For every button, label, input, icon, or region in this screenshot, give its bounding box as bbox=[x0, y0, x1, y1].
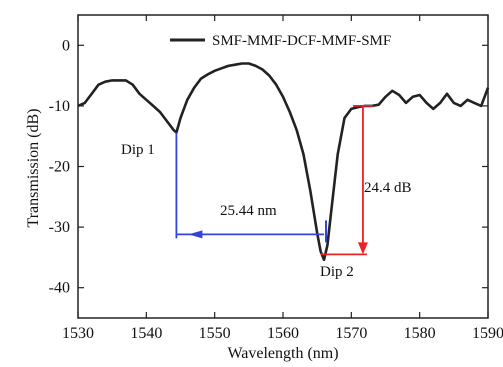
x-tick-label-1540: 1540 bbox=[130, 325, 162, 342]
x-tick-label-1560: 1560 bbox=[267, 325, 299, 342]
x-axis-title: Wavelength (nm) bbox=[227, 345, 338, 362]
y-tick-label--30: -30 bbox=[49, 219, 70, 236]
x-tick-label-1550: 1550 bbox=[199, 325, 231, 342]
legend-label: SMF-MMF-DCF-MMF-SMF bbox=[212, 33, 391, 49]
y-tick-label-0: 0 bbox=[62, 37, 70, 54]
spacing-arrowhead bbox=[188, 230, 203, 239]
x-tick-label-1590: 1590 bbox=[472, 325, 503, 342]
legend: SMF-MMF-DCF-MMF-SMF bbox=[170, 33, 391, 49]
y-axis-title: Transmission (dB) bbox=[25, 109, 42, 228]
x-tick-label-1570: 1570 bbox=[335, 325, 367, 342]
x-tick-label-1580: 1580 bbox=[404, 325, 436, 342]
x-tick-label-1530: 1530 bbox=[62, 325, 94, 342]
plot-area: 1530 1540 1550 1560 1570 1580 1590 0 -10 -20 -30 -4… bbox=[49, 14, 503, 342]
dip1-label: Dip 1 bbox=[121, 142, 155, 158]
depth-label: 24.4 dB bbox=[364, 180, 412, 196]
series-line-0 bbox=[77, 62, 490, 262]
plot-frame bbox=[77, 14, 489, 319]
dip2-label: Dip 2 bbox=[320, 264, 354, 280]
y-tick-label--20: -20 bbox=[49, 159, 70, 176]
depth-arrowhead bbox=[357, 242, 368, 255]
spacing-label: 25.44 nm bbox=[220, 203, 277, 219]
y-tick-label--40: -40 bbox=[49, 280, 70, 297]
y-tick-label--10: -10 bbox=[49, 98, 70, 115]
